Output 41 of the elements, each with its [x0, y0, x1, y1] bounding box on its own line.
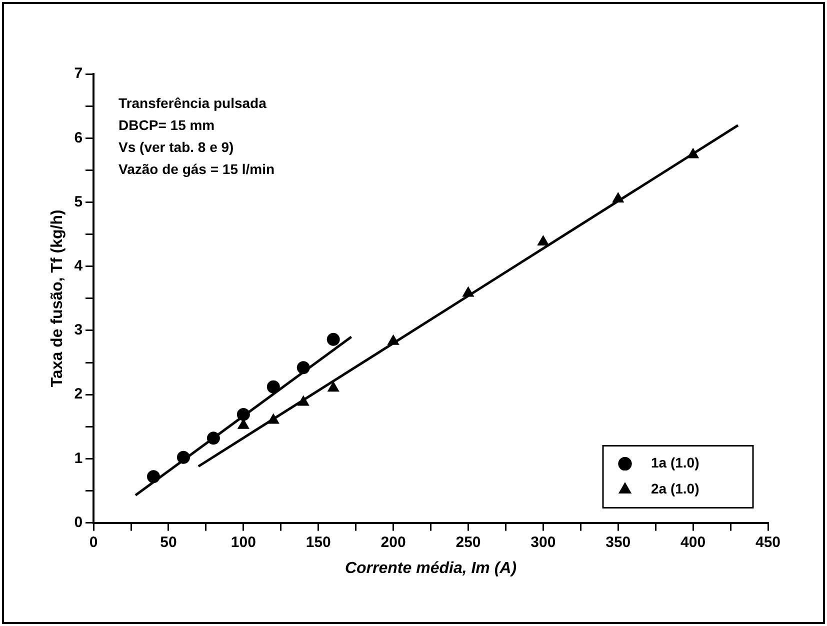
y-tick-label: 4 [74, 257, 84, 274]
y-tick-label: 0 [74, 514, 83, 531]
annotation: Transferência pulsada [118, 94, 267, 111]
y-tick-label: 1 [74, 450, 83, 467]
point [612, 192, 624, 203]
point [687, 148, 699, 158]
annotation: Vazão de gás = 15 l/min [118, 160, 275, 177]
point [537, 235, 549, 246]
x-tick-label: 150 [306, 534, 331, 551]
x-axis-title: Corrente média, Im (A) [344, 560, 517, 577]
point [326, 332, 340, 346]
point [176, 450, 190, 464]
y-axis-title: Taxa de fusão, Tf (kg/h) [49, 210, 66, 388]
x-tick-label: 200 [380, 534, 406, 551]
legend-label: 2a (1.0) [651, 480, 700, 497]
x-tick-label: 50 [160, 534, 177, 551]
legend-label: 1a (1.0) [651, 454, 700, 471]
point [462, 286, 474, 297]
point [388, 334, 399, 345]
annotation: DBCP= 15 mm [118, 116, 215, 133]
point [146, 470, 160, 484]
point [206, 432, 220, 445]
y-tick-label: 6 [74, 129, 83, 146]
x-tick-label: 250 [456, 534, 481, 551]
point [298, 396, 310, 406]
point [268, 414, 280, 424]
point [296, 361, 310, 374]
y-tick-label: 5 [74, 193, 83, 210]
x-tick-label: 450 [755, 534, 781, 551]
point [236, 408, 250, 421]
x-tick-label: 350 [606, 534, 631, 551]
x-tick-label: 0 [89, 534, 98, 551]
point [328, 382, 340, 392]
y-tick-label: 2 [74, 386, 83, 403]
x-tick-label: 400 [680, 534, 706, 551]
y-tick-label: 7 [74, 65, 83, 82]
x-tick-label: 100 [230, 534, 256, 551]
annotation: Vs (ver tab. 8 e 9) [118, 138, 234, 155]
y-tick-label: 3 [74, 322, 83, 339]
point [266, 380, 280, 394]
x-tick-label: 300 [530, 534, 556, 551]
